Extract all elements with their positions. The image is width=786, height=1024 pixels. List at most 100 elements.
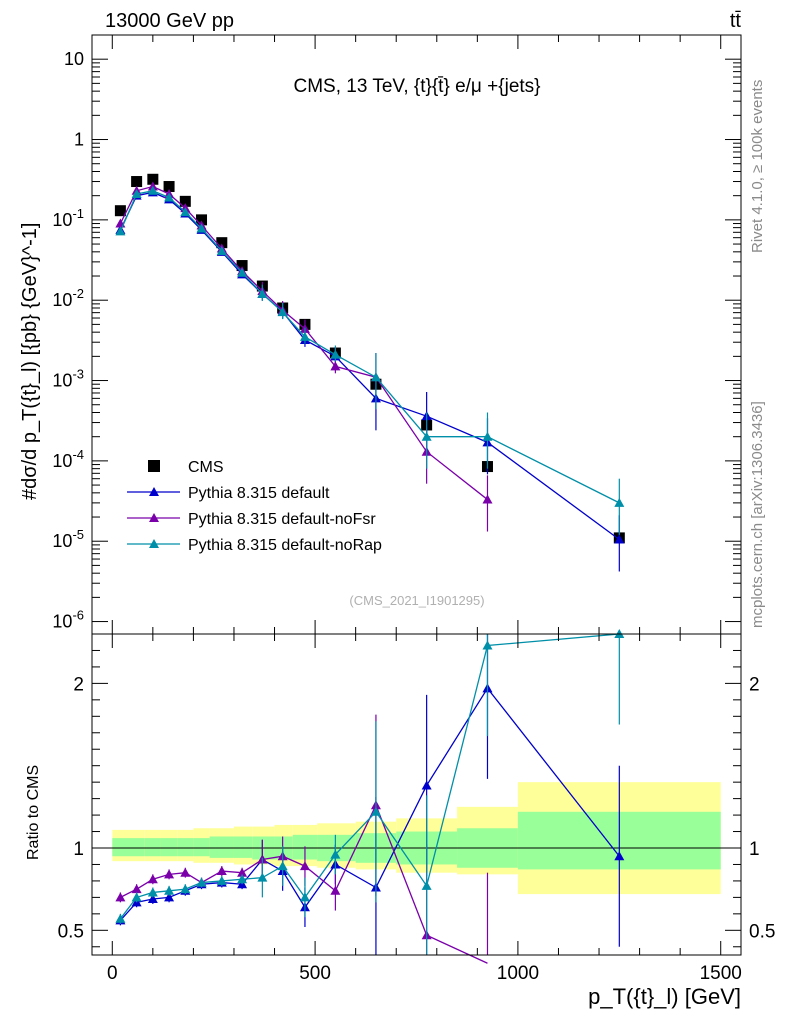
ratio-point [147, 887, 158, 897]
ratio-point [115, 913, 126, 923]
ratio-y-tick-label: 2 [73, 674, 84, 695]
ratio-line-2 [119, 633, 620, 920]
legend-marker [149, 487, 159, 496]
ratio-point [180, 867, 191, 877]
ratio-point [277, 861, 288, 871]
x-tick-label: 500 [299, 963, 331, 984]
data-point [196, 223, 207, 233]
data-point [614, 497, 625, 507]
legend-label: Pythia 8.315 default-noFsr [188, 511, 376, 528]
ratio-point [257, 872, 268, 882]
ratio-ticks: 0.5 0.5 1 1 2 2 0 500 1000 1500 [58, 634, 775, 984]
data-point [421, 431, 432, 441]
ratio-band-inner [233, 836, 253, 858]
ratio-band-inner [128, 838, 145, 857]
y-tick-label: 10-5 [52, 527, 84, 551]
ratio-point [115, 892, 126, 902]
ratio-point [131, 884, 142, 894]
legend-marker-cms [148, 460, 160, 472]
ratio-point [482, 640, 493, 650]
ratio-y-tick-label: 0.5 [58, 921, 84, 942]
y-tick-label: 10-2 [52, 286, 84, 310]
legend-label: CMS [188, 459, 224, 476]
ratio-y-tick-label: 1 [73, 839, 84, 860]
data-point [482, 494, 493, 504]
ratio-point [147, 874, 158, 884]
data-point [257, 288, 268, 298]
data-point [216, 245, 227, 255]
cms-data-point [131, 176, 143, 188]
y-tick-label: 10-3 [52, 367, 84, 391]
ratio-point [330, 849, 341, 859]
y-tick-label: 10-1 [52, 206, 84, 230]
y-tick-label: 10-6 [52, 608, 84, 632]
x-tick-label: 1500 [700, 963, 742, 984]
ratio-point [421, 880, 432, 890]
y-tick-label: 10 [64, 49, 84, 69]
main-y-ticks: 10-6 10-5 10-4 10-3 10-2 10-1 1 10 [52, 34, 741, 634]
data-point [237, 267, 248, 277]
ratio-point [421, 780, 432, 790]
data-point [370, 372, 381, 382]
header-left: 13000 GeV pp [105, 10, 234, 32]
data-point [180, 207, 191, 217]
main-title: CMS, 13 TeV, {t}{t̄} e/μ +{jets} [293, 76, 540, 97]
ratio-point [370, 806, 381, 816]
ratio-point [164, 869, 175, 879]
cms-data-point [196, 214, 208, 226]
ratio-band-inner [144, 838, 161, 857]
ratio-line-0 [119, 687, 620, 921]
cms-data-point [147, 173, 159, 185]
ratio-point [614, 851, 625, 861]
data-point [482, 431, 493, 441]
analysis-watermark: (CMS_2021_I1901295) [349, 593, 484, 608]
ratio-point [131, 892, 142, 902]
cms-data-point [114, 205, 126, 217]
data-point [164, 192, 175, 202]
main-marks [114, 173, 625, 572]
ratio-point [237, 874, 248, 884]
x-axis-label: p_T({t}_l) [GeV] [588, 984, 741, 1009]
data-point [147, 185, 158, 195]
ratio-y-label: Ratio to CMS [25, 765, 42, 860]
main-y-label: #dσ/d p_T({t}_l) [{pb} {GeV}^-1] [19, 223, 41, 500]
legend-marker [149, 513, 159, 522]
y-tick-label: 10-4 [52, 447, 84, 471]
data-point [115, 226, 126, 236]
ratio-band-inner [193, 838, 210, 857]
ratio-y-tick-label-right: 2 [749, 674, 760, 695]
ratio-band-inner [160, 838, 178, 857]
main-panel: 10-6 10-5 10-4 10-3 10-2 10-1 1 10 CMS, 13 TeV,… [19, 34, 742, 635]
ratio-point [299, 861, 310, 871]
ratio-band-inner [209, 836, 234, 858]
ratio-y-tick-label-right: 0.5 [749, 921, 775, 942]
ratio-point [216, 875, 227, 885]
ratio-panel: 0.5 0.5 1 1 2 2 0 500 1000 1500 Ratio to CMS p_T(… [25, 629, 775, 1009]
ratio-marks [115, 629, 625, 964]
data-point [614, 534, 625, 544]
cms-data-point [163, 181, 175, 193]
data-point [131, 188, 142, 198]
data-point [277, 307, 288, 317]
legend-label: Pythia 8.315 default [188, 485, 330, 502]
ratio-point [216, 866, 227, 876]
cms-data-point [236, 260, 248, 272]
ratio-point [164, 892, 175, 902]
y-tick-label: 1 [74, 130, 84, 150]
legend-marker [149, 539, 159, 548]
ratio-point [164, 885, 175, 895]
data-point [330, 349, 341, 359]
side-text-bottom: mcplots.cern.ch [arXiv:1306.3436] [749, 401, 766, 628]
x-tick-label: 0 [107, 963, 118, 984]
legend-label: Pythia 8.315 default-noRap [188, 537, 382, 554]
ratio-point [299, 892, 310, 902]
ratio-bands [92, 782, 741, 895]
ratio-y-tick-label-right: 1 [749, 839, 760, 860]
ratio-point [180, 884, 191, 894]
ratio-point [147, 894, 158, 904]
ratio-frame [91, 633, 742, 956]
x-tick-label: 1000 [497, 963, 539, 984]
ratio-point [330, 885, 341, 895]
data-point [299, 331, 310, 341]
